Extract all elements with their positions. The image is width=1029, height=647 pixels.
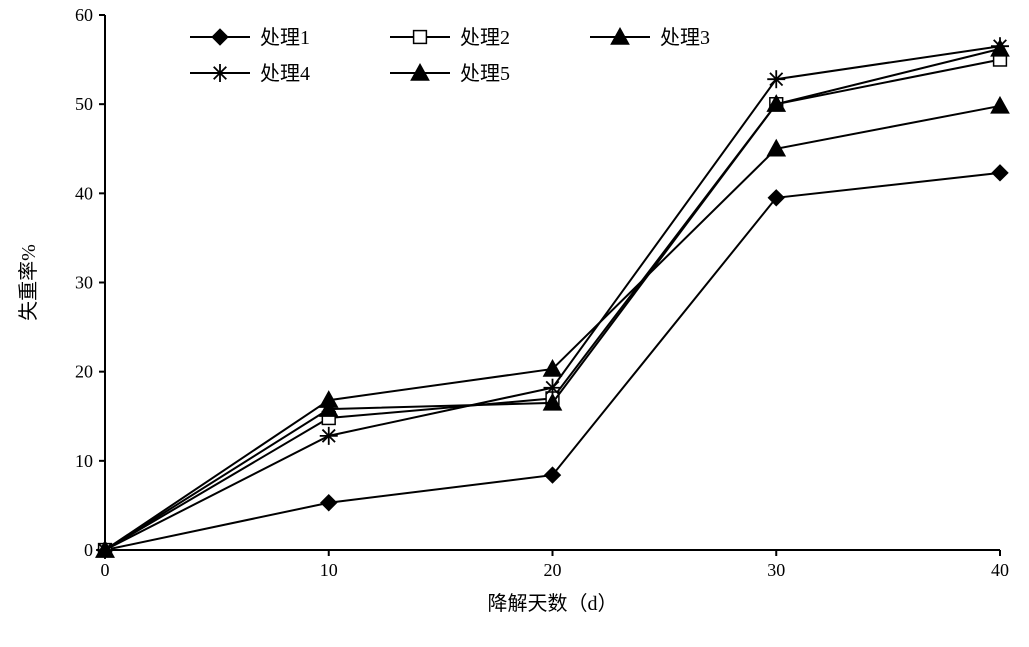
y-tick-label: 50: [75, 94, 93, 114]
y-tick-label: 60: [75, 5, 93, 25]
x-axis-label: 降解天数（d）: [488, 592, 618, 615]
asterisk-marker-icon: [991, 37, 1009, 55]
y-tick-label: 0: [84, 540, 93, 560]
asterisk-marker-icon: [211, 64, 229, 82]
square-marker-icon: [414, 31, 427, 44]
legend: 处理1 处理2 处理3 处理4 处理5: [170, 17, 790, 95]
y-tick-label: 20: [75, 362, 93, 382]
legend-label: 处理2: [460, 26, 510, 49]
asterisk-marker-icon: [767, 70, 785, 88]
x-tick-label: 0: [101, 560, 110, 580]
legend-label: 处理1: [260, 26, 310, 49]
diamond-marker-icon: [321, 495, 337, 511]
x-tick-label: 10: [320, 560, 338, 580]
x-tick-label: 40: [991, 560, 1009, 580]
line-chart: 0102030405060010203040失重率%降解天数（d）处理1处理2处…: [0, 0, 1029, 647]
legend-label: 处理4: [260, 62, 310, 85]
chart-container: 0102030405060010203040失重率%降解天数（d）处理1处理2处…: [0, 0, 1029, 647]
asterisk-marker-icon: [544, 379, 562, 397]
diamond-marker-icon: [212, 29, 228, 45]
y-tick-label: 40: [75, 183, 93, 203]
legend-label: 处理5: [460, 62, 510, 85]
y-axis-label: 失重率%: [17, 244, 40, 321]
legend-label: 处理3: [660, 26, 710, 49]
y-tick-label: 10: [75, 451, 93, 471]
x-tick-label: 30: [767, 560, 785, 580]
y-tick-label: 30: [75, 273, 93, 293]
diamond-marker-icon: [992, 165, 1008, 181]
triangle-marker-icon: [991, 97, 1009, 113]
x-tick-label: 20: [544, 560, 562, 580]
asterisk-marker-icon: [320, 427, 338, 445]
